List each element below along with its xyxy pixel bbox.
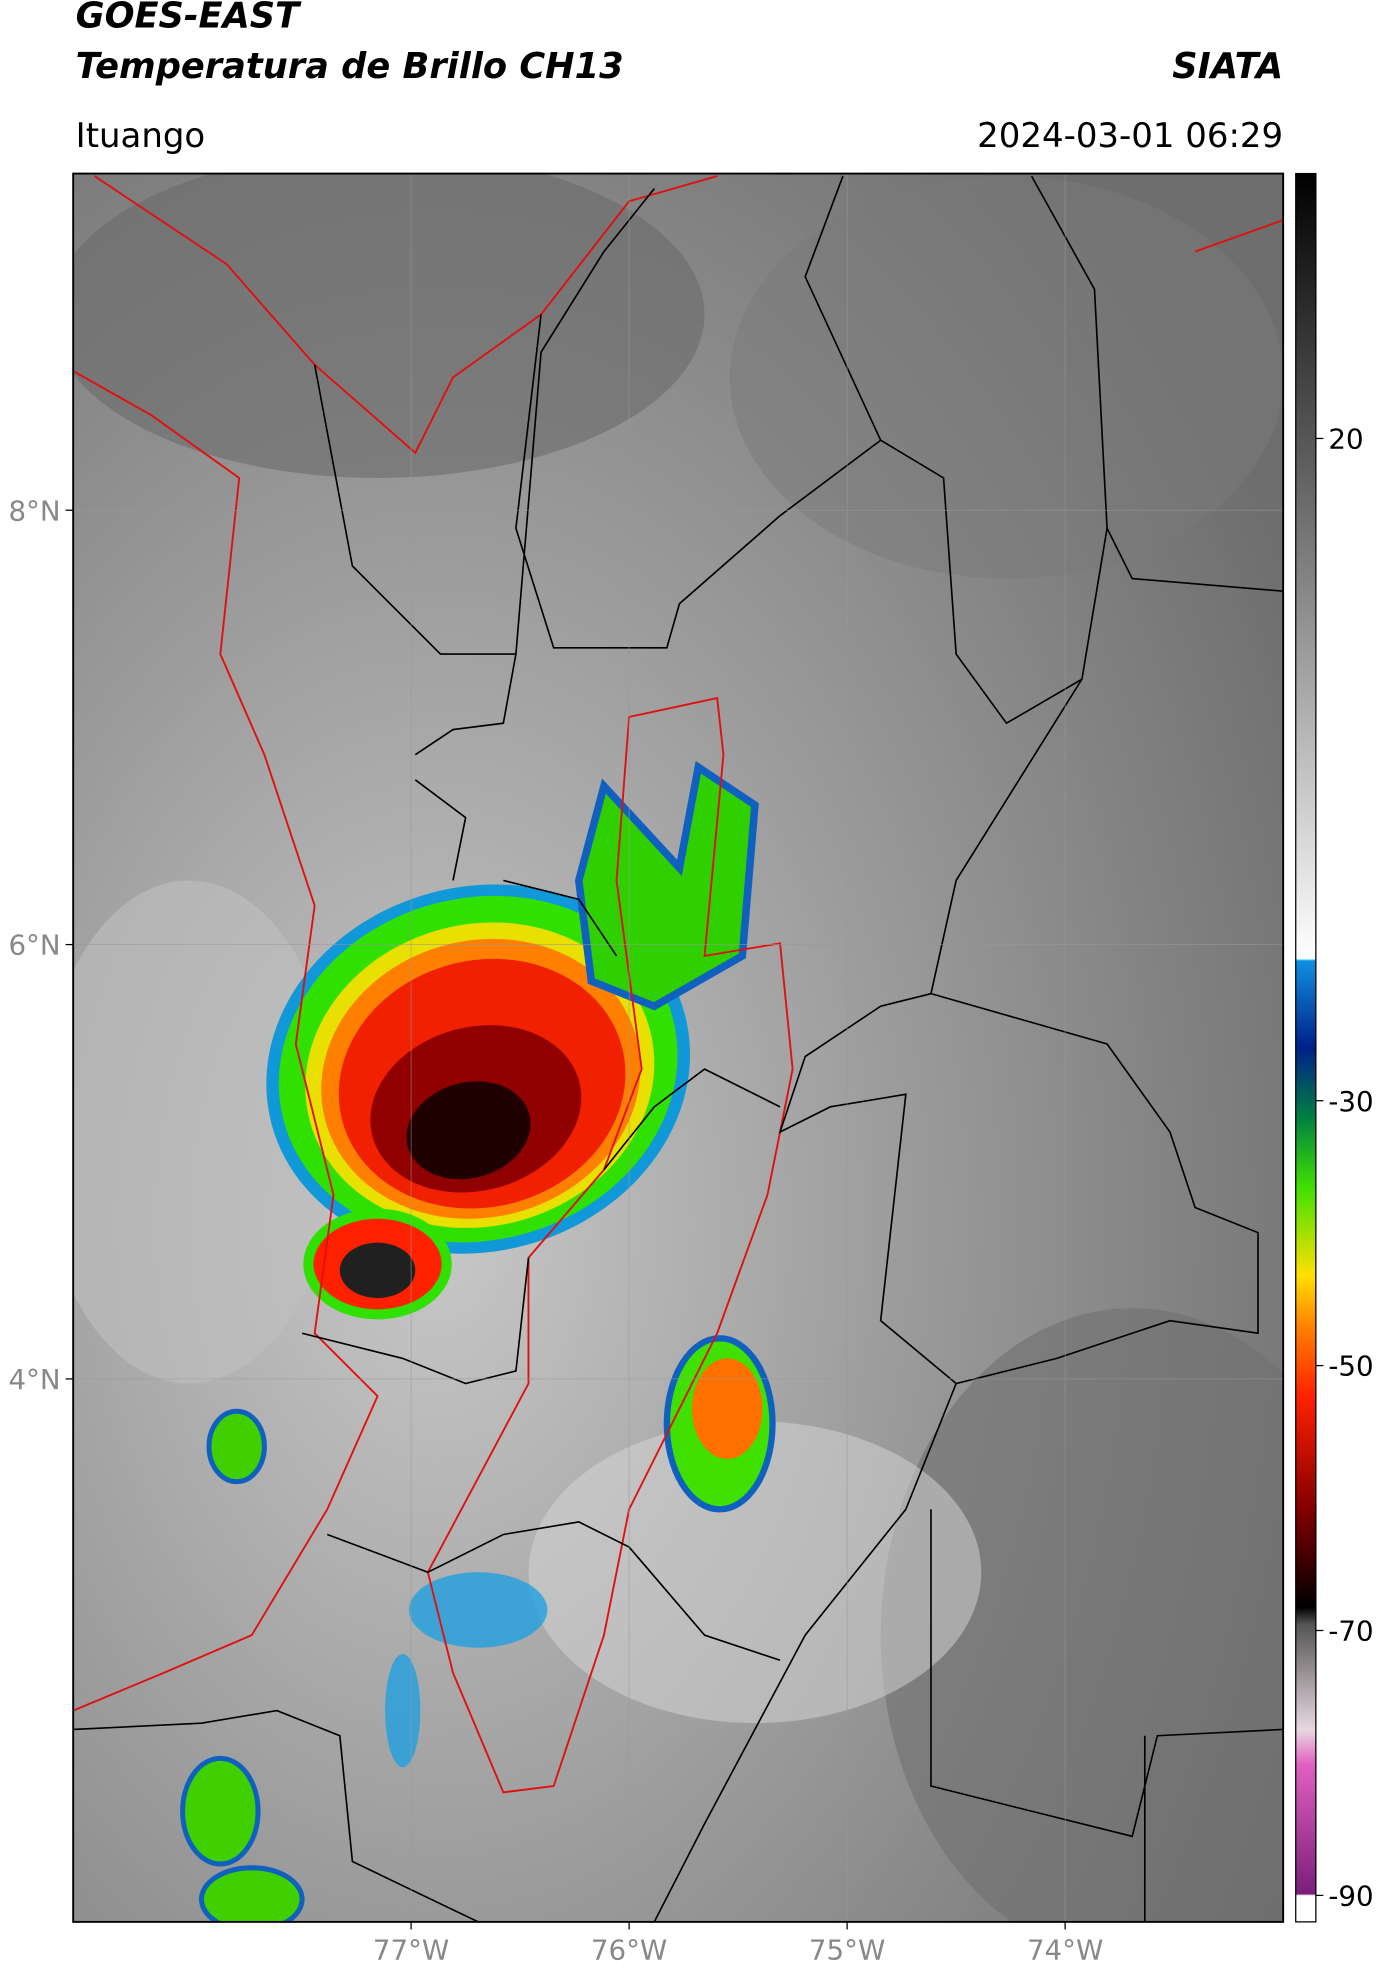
colorbar-tick-label: -30 (1328, 1085, 1373, 1118)
lon-tick-label: 75°W (809, 1934, 885, 1967)
colorbar-tick-label: -70 (1328, 1615, 1373, 1648)
map-frame (72, 172, 1285, 1923)
title: GOES-EAST (76, 0, 302, 37)
lon-tick-label: 74°W (1027, 1934, 1103, 1967)
location: Ituango (76, 116, 206, 156)
lat-tick-label: 8°N (8, 494, 60, 527)
lat-tick-label: 4°N (8, 1363, 60, 1396)
lon-tick-label: 77°W (373, 1934, 449, 1967)
colorbar-tick-label: 20 (1328, 423, 1363, 456)
subtitle: Temperatura de Brillo CH13 (76, 46, 624, 87)
datetime: 2024-03-01 06:29 (977, 116, 1283, 156)
lon-tick-label: 76°W (591, 1934, 667, 1967)
colorbar-tick-label: -90 (1328, 1879, 1373, 1912)
colorbar (1295, 172, 1317, 1923)
graticule (65, 173, 1284, 1930)
lat-tick-label: 6°N (8, 929, 60, 962)
colorbar-tick-label: -50 (1328, 1350, 1373, 1383)
map-image (73, 173, 1284, 1922)
source: SIATA (1172, 46, 1283, 87)
